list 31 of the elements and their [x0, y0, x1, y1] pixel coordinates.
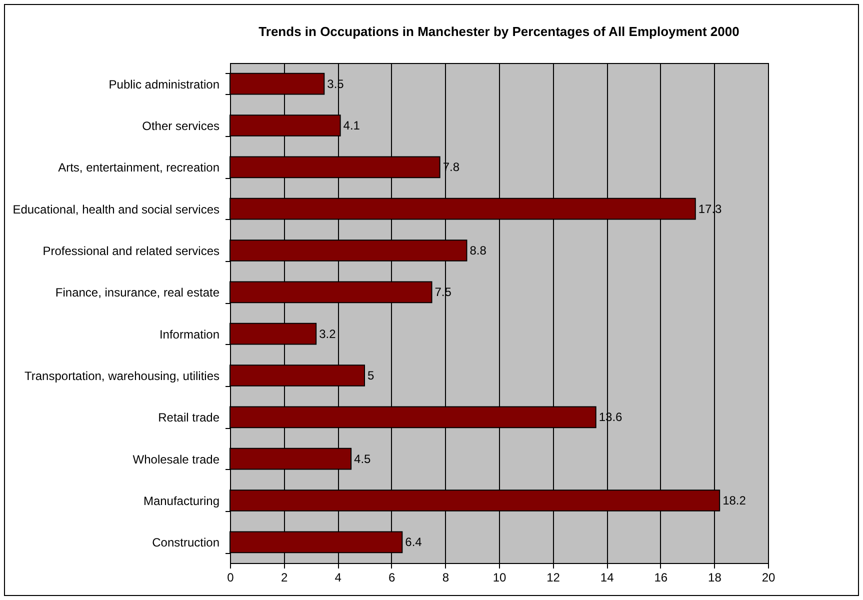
data-label: 18.2 [722, 494, 746, 508]
x-tick-label: 8 [442, 570, 450, 584]
x-tick-label: 0 [227, 570, 234, 584]
chart-title: Trends in Occupations in Manchester by Percentages of All Employment 2000 [258, 24, 740, 39]
y-tick-label: Other services [142, 119, 220, 133]
x-tick-label: 20 [762, 570, 776, 584]
data-label: 8.8 [470, 244, 487, 258]
y-tick-label: Public administration [108, 77, 220, 92]
x-tick-label: 14 [600, 570, 614, 584]
data-label: 4.5 [354, 452, 372, 466]
x-tick-label: 4 [334, 570, 342, 584]
x-tick-label: 18 [708, 570, 722, 584]
data-label: 4.1 [343, 118, 360, 132]
y-tick-label: Retail trade [158, 410, 220, 425]
data-label: 6.4 [405, 535, 422, 550]
y-tick-label: Information [159, 327, 220, 342]
x-tick-label: 16 [654, 570, 668, 584]
y-tick-label: Arts, entertainment, recreation [58, 160, 220, 175]
y-tick-label: Finance, insurance, real estate [55, 286, 220, 300]
y-tick-label: Construction [152, 536, 220, 550]
y-tick-label: Wholesale trade [132, 452, 220, 466]
data-label: 3.2 [319, 326, 336, 341]
y-tick-label: Manufacturing [143, 494, 220, 508]
x-tick-label: 2 [280, 570, 288, 584]
y-tick-label: Educational, health and social services [12, 202, 220, 216]
x-tick-label: 12 [546, 570, 560, 584]
y-tick-label: Transportation, warehousing, utilities [24, 369, 220, 383]
x-tick-label: 10 [492, 570, 506, 584]
x-tick-label: 6 [388, 570, 396, 584]
y-tick-label: Professional and related services [42, 244, 220, 258]
data-label: 5 [368, 368, 374, 382]
